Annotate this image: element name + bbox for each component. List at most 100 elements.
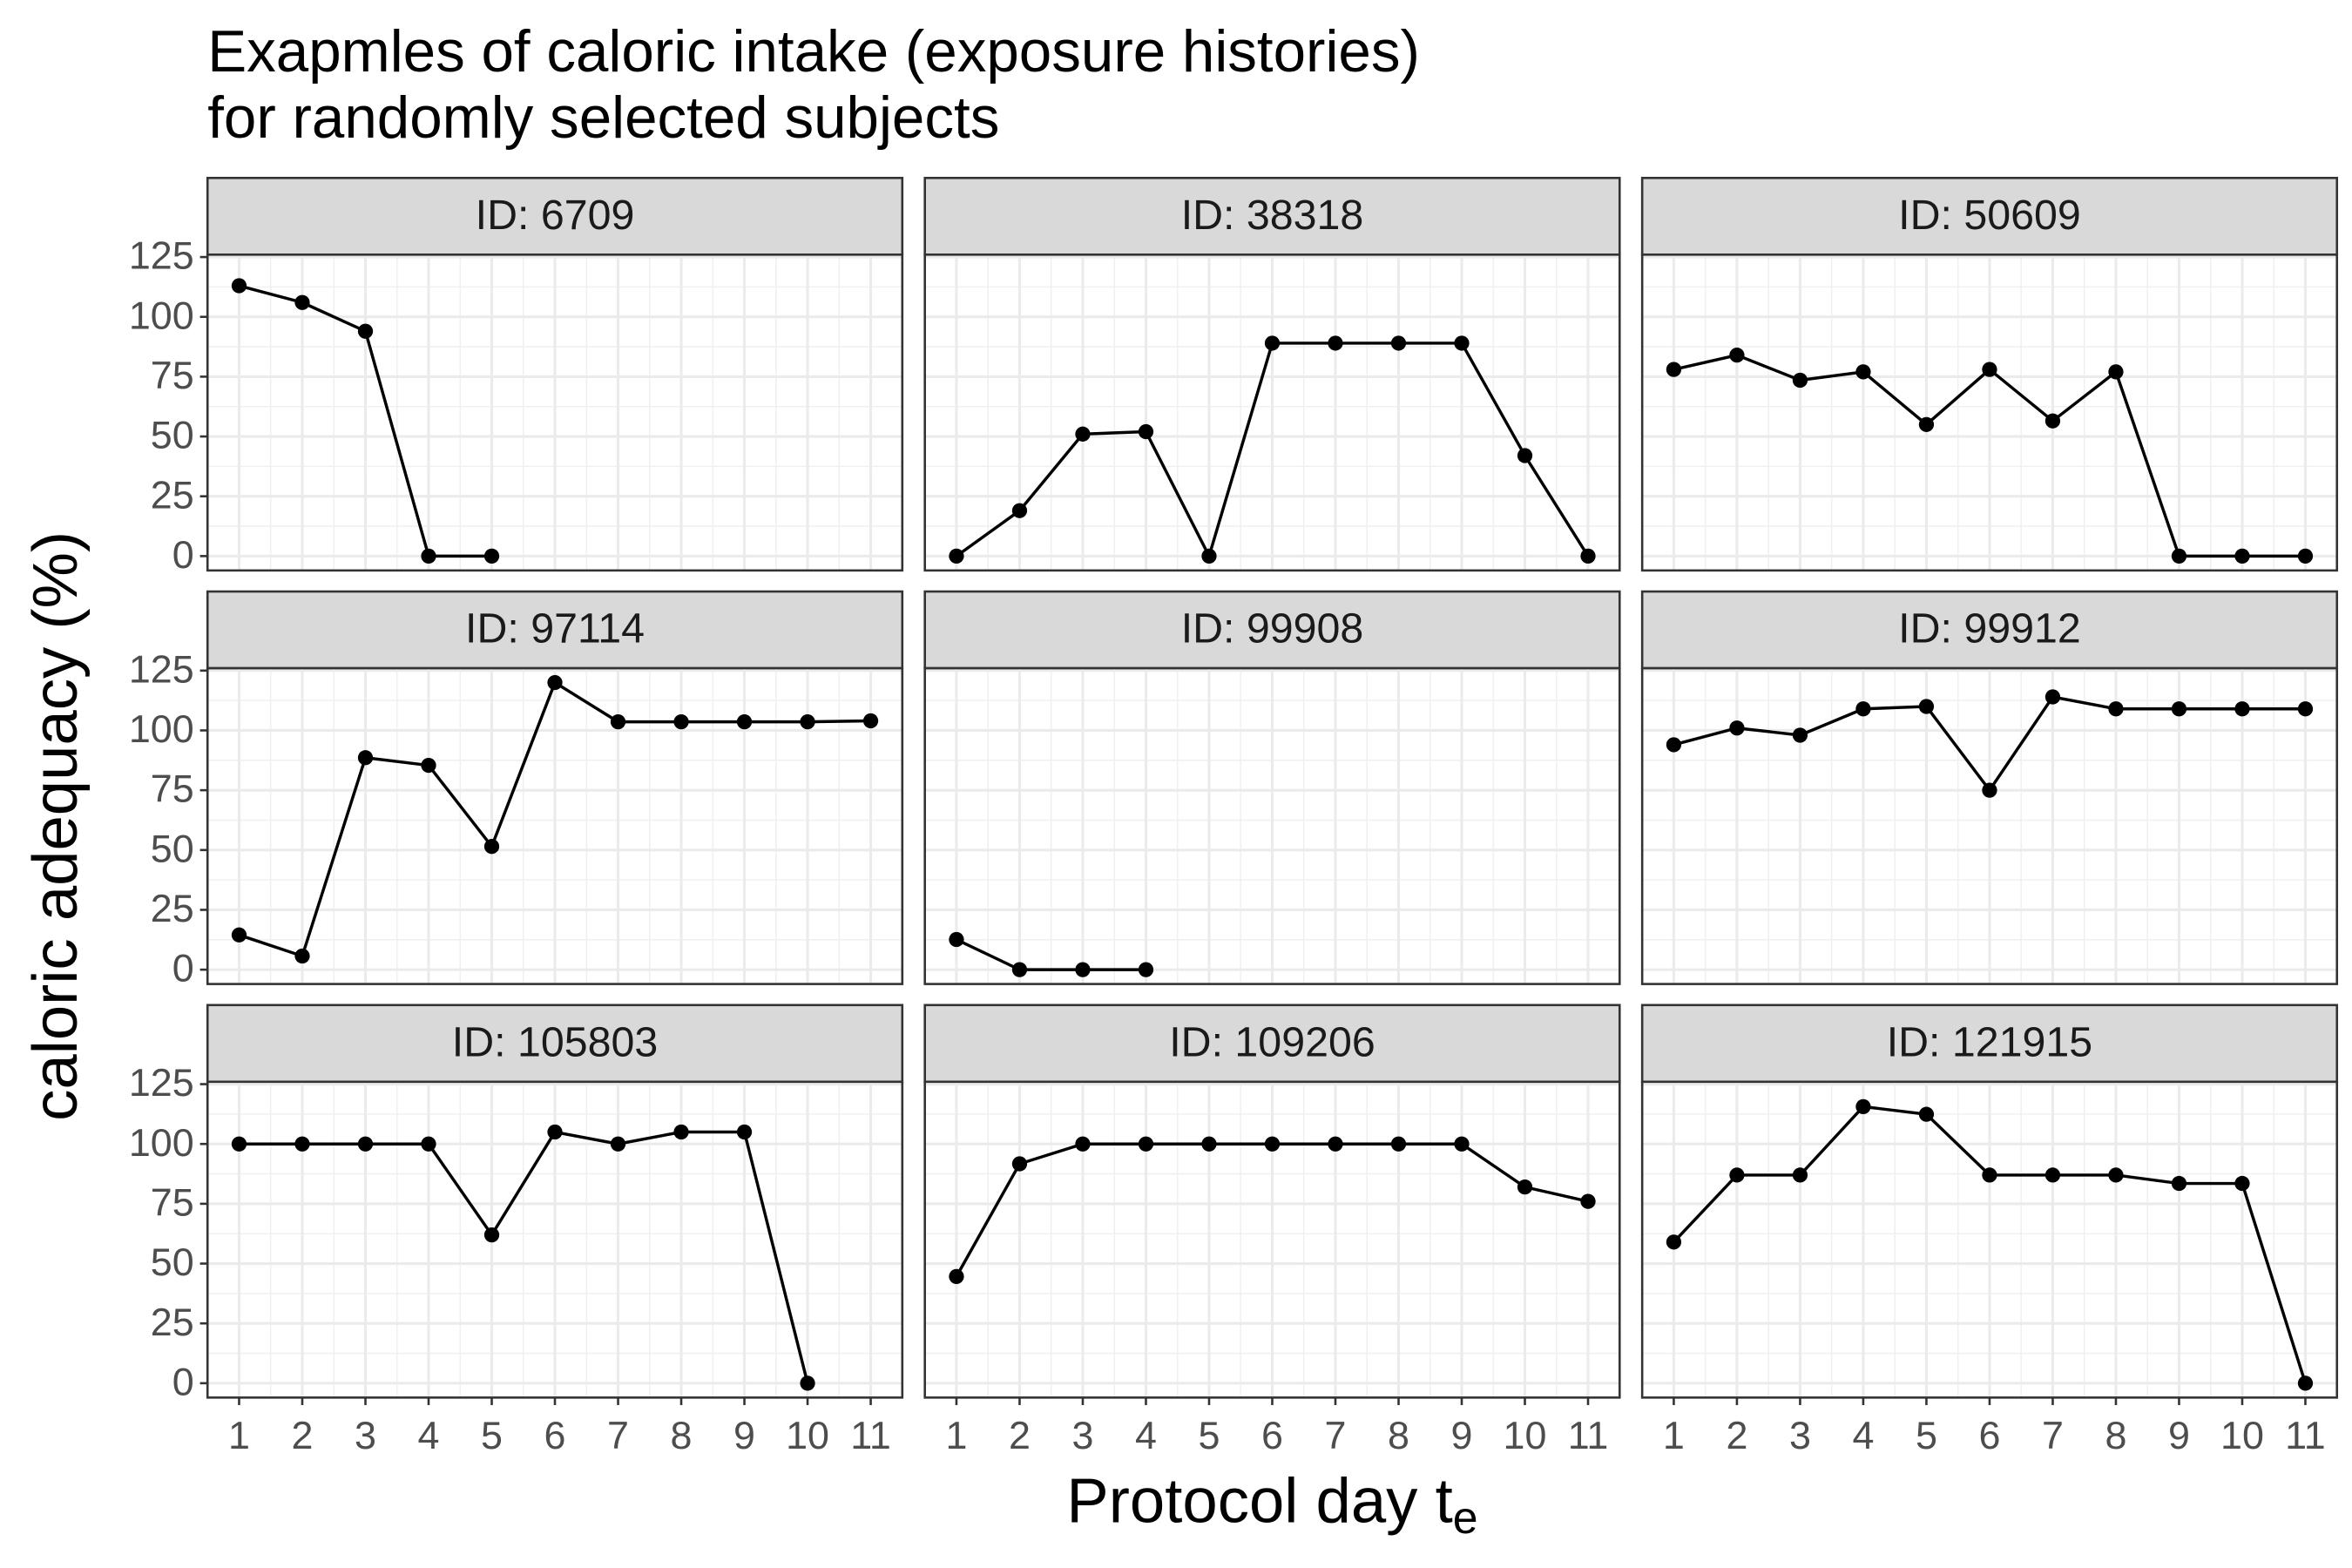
data-point xyxy=(1792,727,1808,743)
data-point xyxy=(610,1136,626,1152)
data-point xyxy=(2297,701,2314,717)
x-tick-label: 3 xyxy=(355,1413,376,1457)
x-tick-label: 5 xyxy=(1198,1413,1220,1457)
x-tick-label: 5 xyxy=(1916,1413,1937,1457)
data-point xyxy=(1580,1193,1596,1209)
x-tick-label: 6 xyxy=(1978,1413,2000,1457)
data-point xyxy=(610,713,626,730)
panel-border xyxy=(923,253,1621,572)
data-point xyxy=(673,1124,689,1140)
data-point xyxy=(2171,1175,2187,1192)
x-tick-label: 2 xyxy=(292,1413,314,1457)
data-point xyxy=(1918,416,1935,432)
panel-border xyxy=(206,666,904,985)
y-tick-label: 100 xyxy=(129,1120,194,1165)
x-tick-label: 8 xyxy=(2105,1413,2126,1457)
data-point xyxy=(1201,1136,1217,1152)
data-point xyxy=(2297,548,2314,564)
x-tick-label: 7 xyxy=(607,1413,629,1457)
data-point xyxy=(1666,1234,1682,1250)
strip xyxy=(1640,590,2339,670)
data-point xyxy=(1011,503,1028,518)
data-point xyxy=(483,1227,500,1243)
x-tick-label: 11 xyxy=(850,1413,891,1457)
data-point xyxy=(2171,548,2187,564)
data-point xyxy=(1982,782,1997,798)
strip xyxy=(1640,1004,2339,1084)
y-tick-label: 25 xyxy=(151,1300,194,1344)
x-tick-label: 2 xyxy=(1009,1413,1031,1457)
y-tick-label: 0 xyxy=(172,532,194,577)
strip-label: ID: 38318 xyxy=(1181,192,1364,239)
y-tick-label: 100 xyxy=(129,706,194,751)
data-point xyxy=(2234,1175,2250,1192)
x-tick-label: 4 xyxy=(418,1413,440,1457)
x-tick-label: 9 xyxy=(1451,1413,1473,1457)
data-point xyxy=(1792,372,1808,389)
data-point xyxy=(2171,701,2187,717)
data-point xyxy=(483,548,500,564)
x-tick-label: 10 xyxy=(2220,1413,2264,1457)
data-point xyxy=(357,750,374,766)
strip-label: ID: 109206 xyxy=(1169,1018,1375,1065)
data-point xyxy=(1264,335,1281,351)
panel-border xyxy=(1640,1080,2339,1399)
y-tick-label: 25 xyxy=(151,472,194,517)
y-tick-label: 75 xyxy=(151,1179,194,1224)
strip xyxy=(923,590,1621,670)
data-point xyxy=(421,1136,436,1152)
data-point xyxy=(800,1375,815,1391)
strip xyxy=(206,176,904,256)
data-point xyxy=(1855,364,1871,380)
data-point xyxy=(294,294,310,310)
data-point xyxy=(294,948,310,964)
x-axis-title-text: Protocol day t xyxy=(1066,1466,1452,1537)
x-tick-label: 9 xyxy=(733,1413,755,1457)
data-point xyxy=(2108,701,2124,717)
data-point xyxy=(231,1136,247,1152)
panel-border xyxy=(206,1080,904,1399)
strip xyxy=(1640,176,2339,256)
data-point xyxy=(357,1136,374,1152)
data-point xyxy=(231,927,247,943)
x-tick-label: 3 xyxy=(1071,1413,1093,1457)
data-point xyxy=(1138,1136,1154,1152)
x-tick-label: 8 xyxy=(1388,1413,1409,1457)
data-point xyxy=(1011,1156,1028,1172)
data-point xyxy=(1517,1179,1533,1195)
data-point xyxy=(1454,335,1470,351)
x-tick-label: 6 xyxy=(1261,1413,1283,1457)
y-tick-label: 100 xyxy=(129,293,194,337)
x-tick-label: 6 xyxy=(544,1413,566,1457)
data-point xyxy=(483,839,500,855)
x-tick-label: 7 xyxy=(1325,1413,1347,1457)
x-tick-label: 1 xyxy=(945,1413,967,1457)
data-point xyxy=(1666,737,1682,753)
data-point xyxy=(1982,362,1997,377)
data-point xyxy=(949,931,964,948)
strip-label: ID: 97114 xyxy=(465,605,645,652)
data-point xyxy=(1855,1098,1871,1115)
data-point xyxy=(1666,362,1682,377)
data-point xyxy=(949,1268,964,1285)
data-point xyxy=(1138,423,1154,440)
x-tick-label: 1 xyxy=(1663,1413,1685,1457)
data-point xyxy=(862,713,879,729)
data-point xyxy=(1328,335,1343,351)
data-point xyxy=(2234,701,2250,717)
x-tick-label: 1 xyxy=(228,1413,250,1457)
data-point xyxy=(1390,1136,1407,1152)
data-point xyxy=(1454,1136,1470,1152)
data-line xyxy=(956,937,1146,971)
x-tick-label: 2 xyxy=(1726,1413,1747,1457)
x-tick-label: 4 xyxy=(1135,1413,1157,1457)
strip-label: ID: 121915 xyxy=(1887,1018,2092,1065)
strip-label: ID: 99912 xyxy=(1898,605,2081,652)
data-point xyxy=(1729,1167,1745,1183)
panel-border xyxy=(1640,666,2339,985)
data-point xyxy=(1390,335,1407,351)
chart-title: for randomly selected subjects xyxy=(207,85,999,151)
x-tick-label: 8 xyxy=(671,1413,693,1457)
